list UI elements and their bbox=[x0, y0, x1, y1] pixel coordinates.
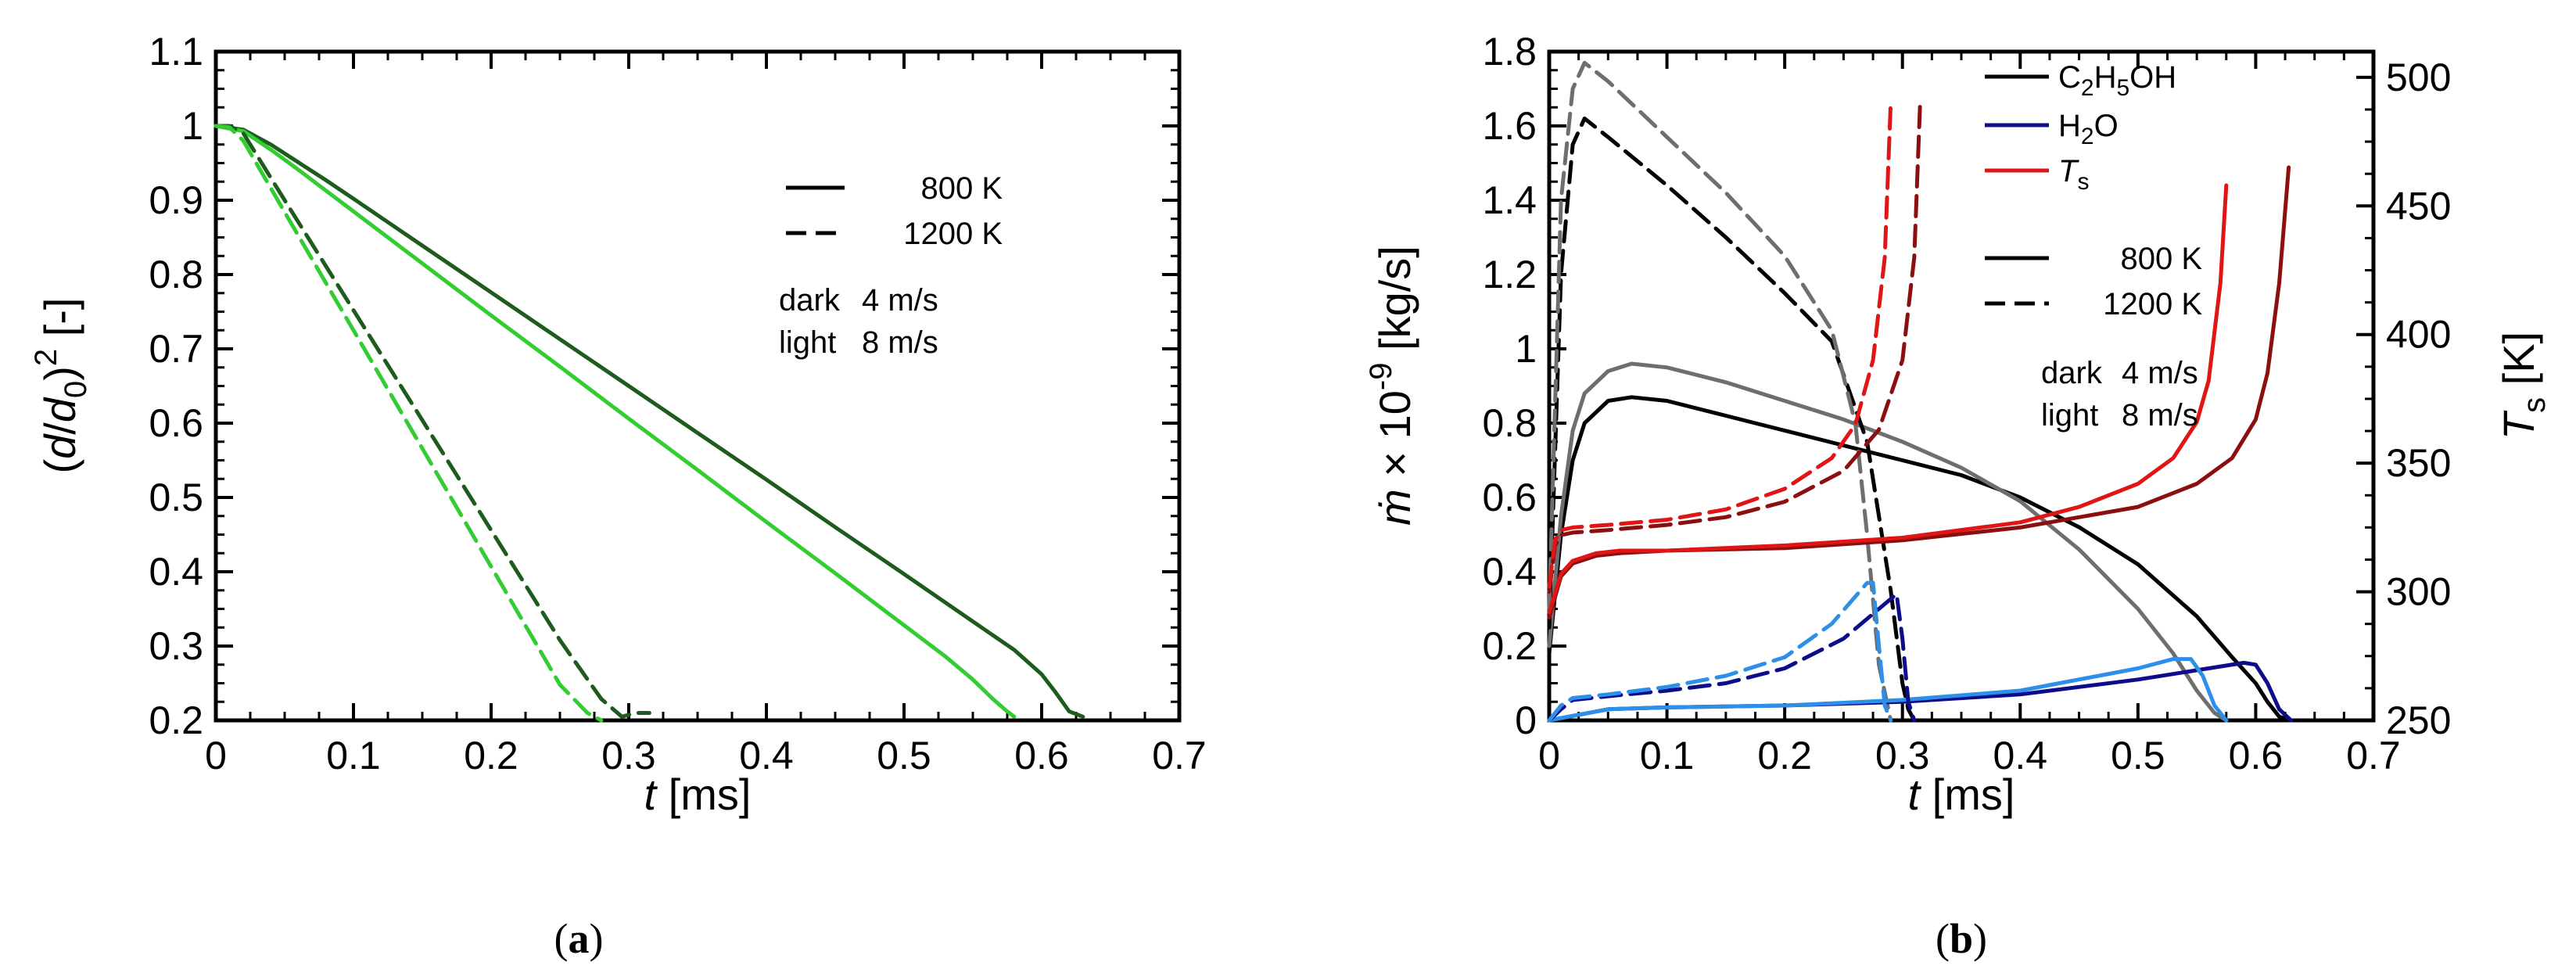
panel-a-legend: 800 K 1200 K dark 4 m/s light 8 m/s bbox=[779, 171, 1003, 360]
y2-tick-label: 500 bbox=[2386, 56, 2451, 99]
x-tick-label: 0.1 bbox=[326, 734, 381, 777]
series-line-10 bbox=[1547, 183, 2229, 615]
series-line-8 bbox=[1547, 580, 1893, 723]
y-tick-label: 0.9 bbox=[149, 178, 203, 222]
panel-a-x-axis-label: t [ms] bbox=[644, 770, 752, 819]
series-line-11 bbox=[1547, 101, 1922, 594]
panel-a-plot-frame bbox=[213, 49, 1182, 723]
y2-tick-label: 400 bbox=[2386, 313, 2451, 357]
y-tick-label: 1.8 bbox=[1482, 30, 1537, 74]
series-line-2 bbox=[1547, 361, 2229, 723]
panel-b-plot-frame bbox=[1547, 49, 2376, 723]
x-tick-label: 0.3 bbox=[601, 734, 656, 777]
y2-tick-label: 300 bbox=[2386, 570, 2451, 614]
y-tick-label: 0.6 bbox=[1482, 476, 1537, 519]
y-tick-label: 0.3 bbox=[149, 624, 203, 668]
panel-b-ticks: 0 0.1 0.2 0.3 0.4 0.5 0.6 0.7 0 0.2 0.4 0.6 0.8 1 1.2 1… bbox=[1482, 30, 2451, 777]
y-tick-label: 1.1 bbox=[149, 30, 203, 74]
x-tick-label: 0.6 bbox=[1014, 734, 1069, 777]
y2-tick-label: 450 bbox=[2386, 184, 2451, 228]
legend-a-800k-label: 800 K bbox=[920, 171, 1003, 206]
panel-b-x-axis-label: t [ms] bbox=[1908, 770, 2015, 819]
x-tick-label: 0.4 bbox=[739, 734, 794, 777]
y-tick-label: 0.2 bbox=[149, 698, 203, 742]
panel-b-y-axis-label: ṁ × 10-9 [kg/s] bbox=[1364, 246, 1419, 526]
legend-b-1200k-label: 1200 K bbox=[2103, 287, 2202, 321]
y-tick-label: 1 bbox=[1515, 327, 1537, 371]
series-line-1 bbox=[1547, 395, 2294, 723]
x-tick-label: 0.3 bbox=[1875, 734, 1930, 777]
legend-b-800k-label: 800 K bbox=[2120, 242, 2202, 276]
x-tick-label: 0.4 bbox=[1993, 734, 2048, 777]
panel-b-series bbox=[1547, 60, 2294, 723]
legend-a-shade-dark: dark bbox=[779, 283, 841, 318]
series-line-4 bbox=[1547, 60, 1893, 723]
y-tick-label: 0.7 bbox=[149, 327, 203, 371]
panel-a-series bbox=[213, 124, 1085, 723]
series-line-12 bbox=[1547, 101, 1893, 589]
series-line-1 bbox=[213, 124, 1085, 719]
x-tick-label: 0.6 bbox=[2229, 734, 2284, 777]
x-tick-label: 0 bbox=[1538, 734, 1560, 777]
legend-a-speed-8: 8 m/s bbox=[862, 325, 938, 360]
legend-b-ts-label: Ts bbox=[2058, 154, 2089, 195]
y-tick-label: 1.6 bbox=[1482, 104, 1537, 148]
x-tick-label: 0.5 bbox=[2111, 734, 2165, 777]
panel-b: 0 0.1 0.2 0.3 0.4 0.5 0.6 0.7 0 0.2 0.4 0.6 0.8 1 1.2 1… bbox=[1364, 30, 2552, 962]
legend-a-speed-4: 4 m/s bbox=[862, 283, 938, 318]
legend-b-speed-8: 8 m/s bbox=[2122, 398, 2198, 433]
y-tick-label: 0.4 bbox=[1482, 550, 1537, 594]
panel-a-ticks: 0 0.1 0.2 0.3 0.4 0.5 0.6 0.7 0.2 0.3 0.4 0.5 0.6 0.7… bbox=[149, 30, 1206, 777]
y-tick-label: 0.8 bbox=[149, 253, 203, 296]
legend-b-water-label: H2O bbox=[2058, 109, 2119, 149]
legend-a-shade-light: light bbox=[779, 325, 836, 360]
y2-tick-label: 350 bbox=[2386, 441, 2451, 485]
panel-b-y2-axis-label: Ts [K] bbox=[2494, 332, 2552, 440]
panel-b-caption: (b) bbox=[1936, 915, 1987, 962]
legend-b-shade-light: light bbox=[2041, 398, 2098, 433]
y2-tick-label: 250 bbox=[2386, 698, 2451, 742]
x-tick-label: 0 bbox=[205, 734, 227, 777]
series-line-6 bbox=[1547, 657, 2229, 723]
x-tick-label: 0.7 bbox=[1152, 734, 1207, 777]
y-tick-label: 0.5 bbox=[149, 476, 203, 519]
x-tick-label: 0.7 bbox=[2346, 734, 2401, 777]
x-tick-label: 0.2 bbox=[1757, 734, 1812, 777]
panel-a: 0 0.1 0.2 0.3 0.4 0.5 0.6 0.7 0.2 0.3 0.4 0.5 0.6 0.7… bbox=[29, 30, 1207, 962]
series-line-9 bbox=[1547, 165, 2291, 619]
x-tick-label: 0.5 bbox=[877, 734, 931, 777]
y-tick-label: 0.4 bbox=[149, 550, 203, 594]
legend-a-1200k-label: 1200 K bbox=[903, 217, 1003, 251]
x-tick-label: 0.2 bbox=[464, 734, 518, 777]
y-tick-label: 0.6 bbox=[149, 401, 203, 445]
x-tick-label: 0.1 bbox=[1640, 734, 1695, 777]
series-line-3 bbox=[213, 124, 651, 719]
panel-a-y-axis-label: (d/d0)2 [-] bbox=[29, 297, 93, 473]
series-line-4 bbox=[213, 124, 604, 723]
panel-b-legend: C2H5OH H2O Ts 800 K 1200 K dark 4 m/s li… bbox=[1985, 60, 2202, 433]
y-tick-label: 1.4 bbox=[1482, 178, 1537, 222]
legend-b-speed-4: 4 m/s bbox=[2122, 356, 2198, 390]
y-tick-label: 0.2 bbox=[1482, 624, 1537, 668]
y-tick-label: 0.8 bbox=[1482, 401, 1537, 445]
series-line-3 bbox=[1547, 117, 1917, 723]
legend-b-shade-dark: dark bbox=[2041, 356, 2103, 390]
series-line-2 bbox=[213, 124, 1017, 719]
y-tick-label: 1 bbox=[181, 104, 203, 148]
y-tick-label: 1.2 bbox=[1482, 253, 1537, 296]
y-tick-label: 0 bbox=[1515, 698, 1537, 742]
panel-a-caption: (a) bbox=[554, 915, 604, 962]
legend-b-ethanol-label: C2H5OH bbox=[2058, 60, 2176, 101]
